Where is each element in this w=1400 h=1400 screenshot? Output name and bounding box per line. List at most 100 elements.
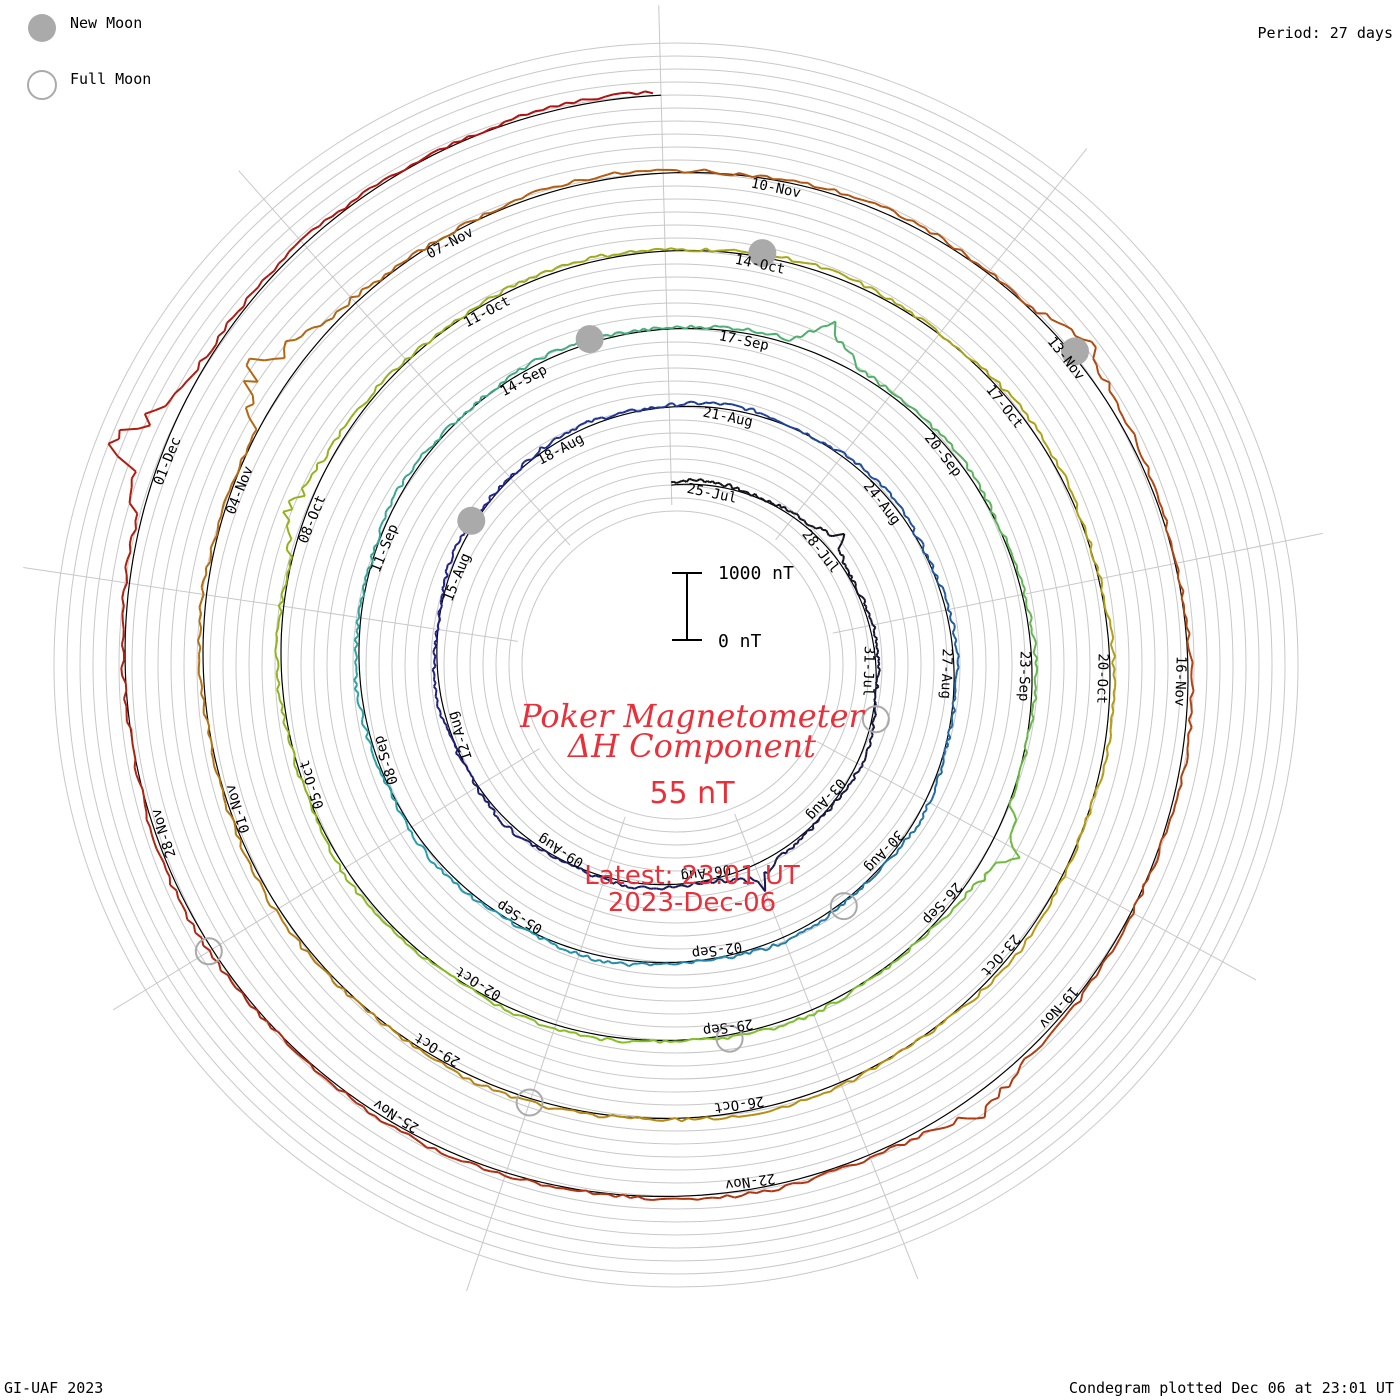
series-segment — [523, 459, 528, 463]
series-segment — [766, 175, 774, 181]
series-segment — [472, 988, 478, 994]
series-segment — [1108, 736, 1112, 743]
series-segment — [801, 518, 805, 522]
grid-ring — [196, 185, 1156, 1145]
series-segment — [529, 842, 533, 847]
series-segment — [1040, 433, 1044, 441]
series-segment — [1106, 613, 1111, 621]
series-segment — [464, 410, 470, 414]
series-segment — [852, 774, 857, 780]
series-segment — [773, 1025, 780, 1031]
grid-ring — [404, 393, 948, 937]
series-segment — [287, 732, 290, 739]
series-segment — [779, 852, 784, 856]
series-segment — [946, 1013, 953, 1019]
series-segment — [585, 1189, 594, 1196]
series-segment — [719, 1117, 727, 1121]
series-segment — [853, 580, 857, 585]
series-segment — [462, 890, 467, 895]
series-segment — [627, 1039, 634, 1044]
series-segment — [440, 967, 447, 973]
series-segment — [391, 797, 397, 802]
series-segment — [1161, 507, 1165, 516]
series-segment — [990, 511, 997, 517]
series-segment — [875, 972, 881, 977]
series-segment — [943, 744, 949, 750]
series-segment — [521, 193, 529, 200]
series-segment — [869, 475, 874, 480]
series-segment — [942, 337, 950, 342]
series-segment — [1190, 705, 1193, 713]
series-segment — [833, 908, 839, 913]
series-segment — [491, 909, 497, 913]
series-segment — [126, 551, 132, 560]
grid-ring — [157, 146, 1195, 1184]
series-segment — [332, 981, 338, 988]
series-segment — [947, 243, 955, 250]
series-segment — [815, 526, 822, 530]
series-segment — [1029, 613, 1033, 619]
series-segment — [1073, 1000, 1082, 1006]
series-segment — [594, 959, 600, 962]
series-segment — [551, 942, 556, 946]
series-segment — [274, 357, 285, 360]
series-segment — [318, 219, 326, 227]
series-segment — [1029, 623, 1033, 629]
series-segment — [455, 542, 460, 547]
series-segment — [860, 595, 865, 600]
series-segment — [637, 962, 643, 965]
series-segment — [370, 749, 374, 755]
date-label: 04-Nov — [223, 464, 257, 517]
series-segment — [777, 854, 781, 858]
series-segment — [993, 378, 1001, 384]
series-segment — [911, 406, 917, 411]
series-segment — [130, 736, 134, 745]
series-segment — [709, 324, 716, 329]
series-segment — [397, 363, 404, 370]
series-segment — [218, 777, 222, 785]
series-segment — [446, 141, 454, 149]
series-segment — [809, 436, 814, 440]
series-segment — [396, 809, 402, 814]
series-segment — [641, 962, 647, 965]
grid-ring — [66, 55, 1286, 1275]
series-segment — [700, 882, 704, 886]
series-segment — [1143, 460, 1150, 468]
series-segment — [395, 262, 403, 268]
series-segment — [1030, 929, 1036, 937]
series-segment — [186, 918, 195, 926]
series-segment — [413, 347, 420, 354]
series-segment — [215, 335, 220, 345]
series-segment — [138, 781, 144, 790]
series-segment — [431, 669, 436, 674]
series-segment — [986, 983, 993, 989]
series-segment — [1129, 427, 1136, 435]
series-segment — [914, 939, 921, 945]
series-segment — [768, 1027, 775, 1031]
series-segment — [493, 294, 500, 298]
series-segment — [358, 706, 364, 712]
series-segment — [433, 655, 437, 660]
series-segment — [491, 807, 496, 812]
series-segment — [380, 520, 384, 526]
series-segment — [690, 881, 695, 887]
series-segment — [681, 884, 686, 887]
series-segment — [540, 357, 546, 360]
series-segment — [798, 930, 804, 934]
series-segment — [276, 689, 281, 696]
series-segment — [397, 169, 406, 175]
series-segment — [740, 951, 746, 956]
grid-ring — [443, 432, 909, 898]
series-segment — [416, 843, 423, 847]
series-segment — [840, 193, 849, 196]
series-segment — [640, 407, 645, 412]
series-segment — [457, 980, 464, 986]
series-segment — [842, 789, 847, 794]
series-segment — [354, 661, 358, 668]
series-segment — [315, 820, 321, 827]
series-segment — [870, 719, 875, 724]
series-segment — [880, 205, 889, 209]
series-segment — [761, 331, 767, 336]
series-segment — [1041, 1038, 1048, 1046]
series-segment — [921, 540, 925, 546]
